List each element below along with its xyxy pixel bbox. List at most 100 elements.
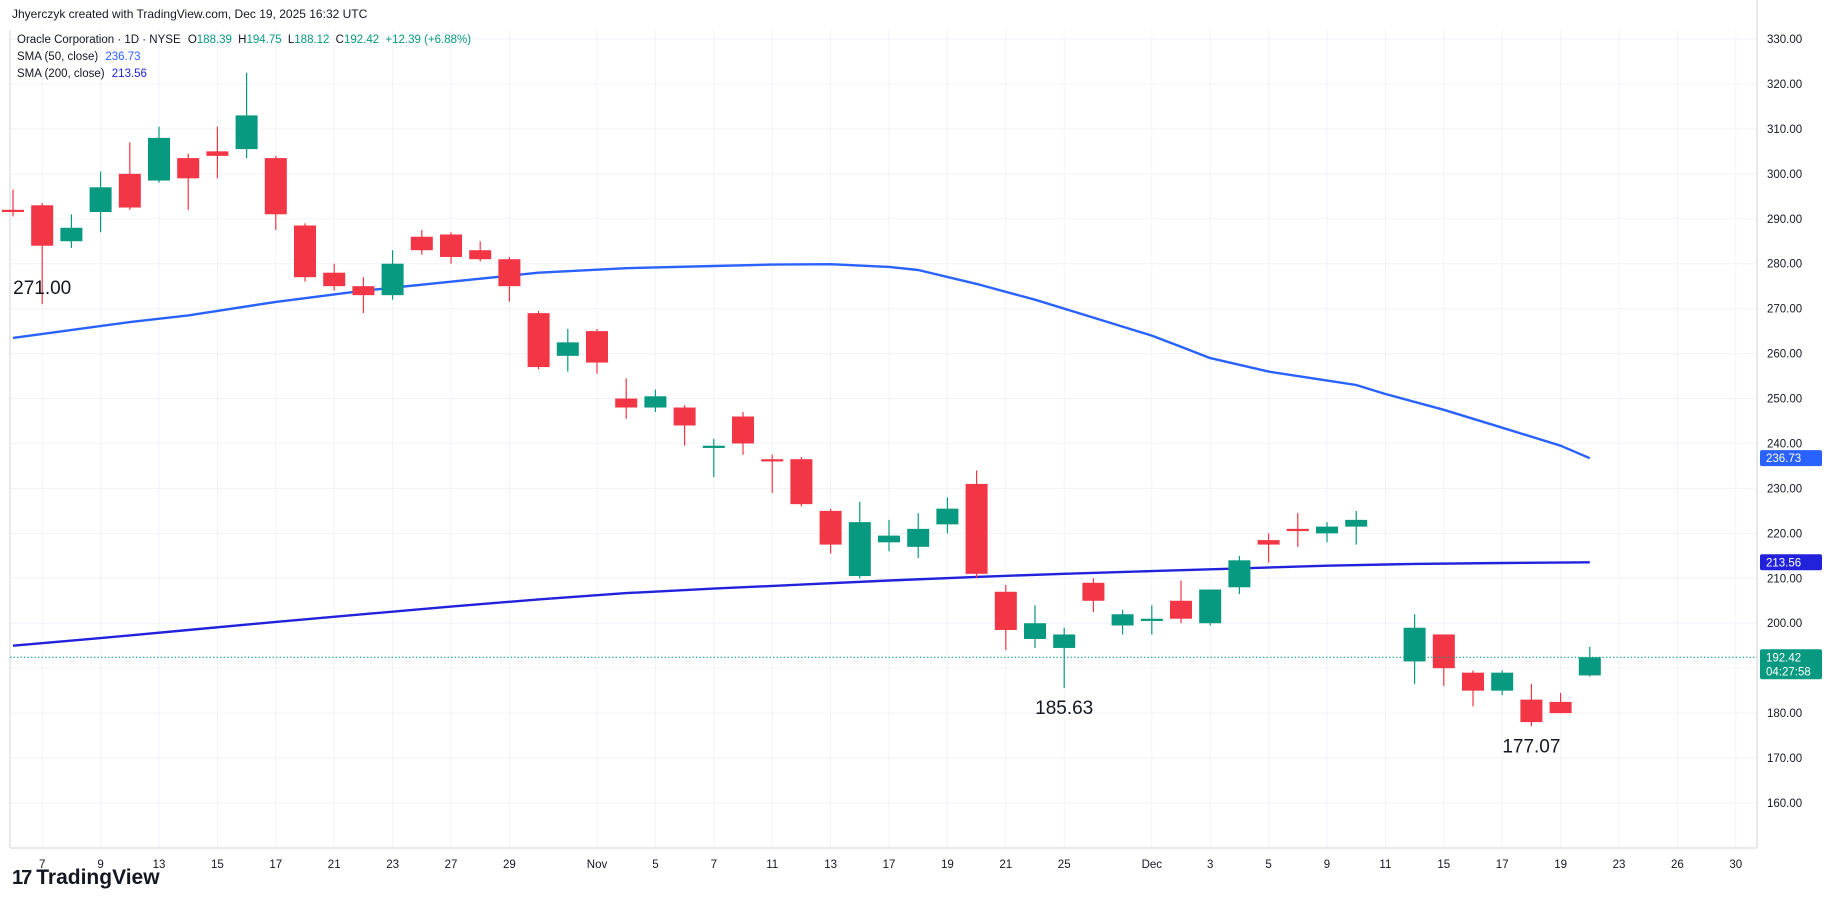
candle-down <box>965 483 988 574</box>
price-tick-label: 240.00 <box>1767 438 1802 450</box>
candle-up <box>381 263 404 296</box>
candle-down <box>177 158 200 179</box>
candle-down <box>1520 699 1543 723</box>
price-tick-label: 250.00 <box>1767 394 1802 406</box>
candle-up <box>1053 634 1076 648</box>
price-tick-label: 270.00 <box>1767 304 1802 316</box>
sma200-price-tag: 213.56 <box>1766 557 1801 569</box>
time-tick-label: 5 <box>1265 859 1271 871</box>
candle-down <box>761 459 784 462</box>
tradingview-logo[interactable]: 17 TradingView <box>12 866 160 890</box>
candle-up <box>702 445 725 448</box>
candle-up <box>644 396 667 408</box>
candle-down <box>206 151 229 156</box>
time-tick-label: 15 <box>211 859 224 871</box>
time-tick-label: 7 <box>39 859 45 871</box>
candle-down <box>469 250 492 260</box>
price-annotation: 271.00 <box>13 278 71 299</box>
time-tick-label: 11 <box>1379 859 1391 871</box>
candle-up <box>1140 618 1163 621</box>
price-tick-label: 280.00 <box>1767 259 1802 271</box>
candle-down <box>264 158 287 215</box>
candle-down <box>615 398 638 408</box>
time-tick-label: 19 <box>941 859 954 871</box>
time-tick-label: 27 <box>445 859 458 871</box>
high-label: H <box>238 34 247 46</box>
candle-up <box>60 227 83 242</box>
close-value: 192.42 <box>343 34 380 46</box>
price-tags: 236.73 213.56 192.42 04:27:58 <box>1760 450 1822 680</box>
close-label: C <box>335 34 344 46</box>
price-tick-label: 160.00 <box>1767 798 1802 810</box>
legend-sma50[interactable]: SMA (50, close) 236.73 <box>17 51 141 63</box>
tradingview-logo-icon: 17 <box>12 866 32 889</box>
time-axis[interactable]: 7 9 13 15 17 21 23 27 29 Nov 5 7 11 13 17 19 21 25 Dec 3 5 9 1… <box>39 859 1742 871</box>
time-tick-label: 7 <box>711 859 717 871</box>
price-tick-label: 180.00 <box>1767 708 1802 720</box>
sma200-price-tag-bg <box>1760 554 1822 571</box>
candle-up <box>1024 623 1046 639</box>
price-tick-label: 170.00 <box>1767 753 1802 765</box>
price-tick-label: 230.00 <box>1767 483 1802 495</box>
time-tick-label: 13 <box>824 859 837 871</box>
price-axis[interactable]: 160.00170.00180.00190.00200.00210.00220.… <box>1767 34 1802 810</box>
time-tick-label: 21 <box>328 859 341 871</box>
time-tick-label: 11 <box>766 859 778 871</box>
candle-down <box>1286 528 1309 532</box>
candle-up <box>1228 560 1251 588</box>
sma-50-line <box>12 263 1591 460</box>
grid-lines <box>10 30 1757 848</box>
price-tick-label: 330.00 <box>1767 34 1802 46</box>
price-tick-label: 310.00 <box>1767 124 1802 136</box>
time-tick-label: 9 <box>97 859 103 871</box>
candle-down <box>1170 600 1192 619</box>
candle-down <box>118 173 141 208</box>
candle-up <box>89 187 112 213</box>
candle-down <box>527 313 550 368</box>
time-tick-label: 26 <box>1671 859 1684 871</box>
time-tick-label: 17 <box>883 859 896 871</box>
candle-up <box>1403 627 1426 662</box>
price-tick-label: 260.00 <box>1767 349 1802 361</box>
candle-up <box>1316 526 1338 534</box>
candle-down <box>294 225 316 278</box>
symbol-title: Oracle Corporation · 1D · NYSE <box>17 34 181 46</box>
legend-ohlc: Oracle Corporation · 1D · NYSE O188.39 H… <box>17 34 471 46</box>
axis-borders <box>9 0 1758 849</box>
time-tick-label: 23 <box>386 859 399 871</box>
candle-up <box>1491 672 1514 691</box>
time-tick-label: 19 <box>1554 859 1567 871</box>
candle-up <box>1578 657 1601 676</box>
time-tick-label: 5 <box>652 859 658 871</box>
candle-down <box>410 236 433 251</box>
time-tick-label: 21 <box>999 859 1012 871</box>
candle-down <box>1432 634 1455 669</box>
candle-down <box>498 259 521 287</box>
price-annotations: 271.00 185.63 177.07 <box>13 278 1560 757</box>
candle-down <box>994 591 1017 630</box>
candle-down <box>673 407 696 426</box>
time-tick-label: Dec <box>1142 859 1163 871</box>
legend-sma200[interactable]: SMA (200, close) 213.56 <box>17 68 147 80</box>
price-tick-label: 320.00 <box>1767 79 1802 91</box>
price-tick-label: 290.00 <box>1767 214 1802 226</box>
candle-up <box>235 115 258 150</box>
low-label: L <box>287 34 295 46</box>
candle-up <box>848 522 871 577</box>
sma200-label: SMA (200, close) <box>17 68 105 80</box>
candle-up <box>907 528 930 547</box>
candle-up <box>556 342 579 356</box>
candle-down <box>586 331 608 363</box>
time-tick-label: 9 <box>1324 859 1330 871</box>
low-value: 188.12 <box>294 34 330 46</box>
time-tick-label: 29 <box>503 859 516 871</box>
sma-200-line <box>12 561 1590 647</box>
candle-up <box>936 508 959 525</box>
time-tick-label: 17 <box>1496 859 1509 871</box>
price-tick-label: 220.00 <box>1767 528 1802 540</box>
candle-up <box>878 535 900 543</box>
candle-down <box>1082 582 1105 601</box>
sma-50-path <box>12 263 1591 460</box>
sma50-price-tag: 236.73 <box>1766 453 1801 465</box>
